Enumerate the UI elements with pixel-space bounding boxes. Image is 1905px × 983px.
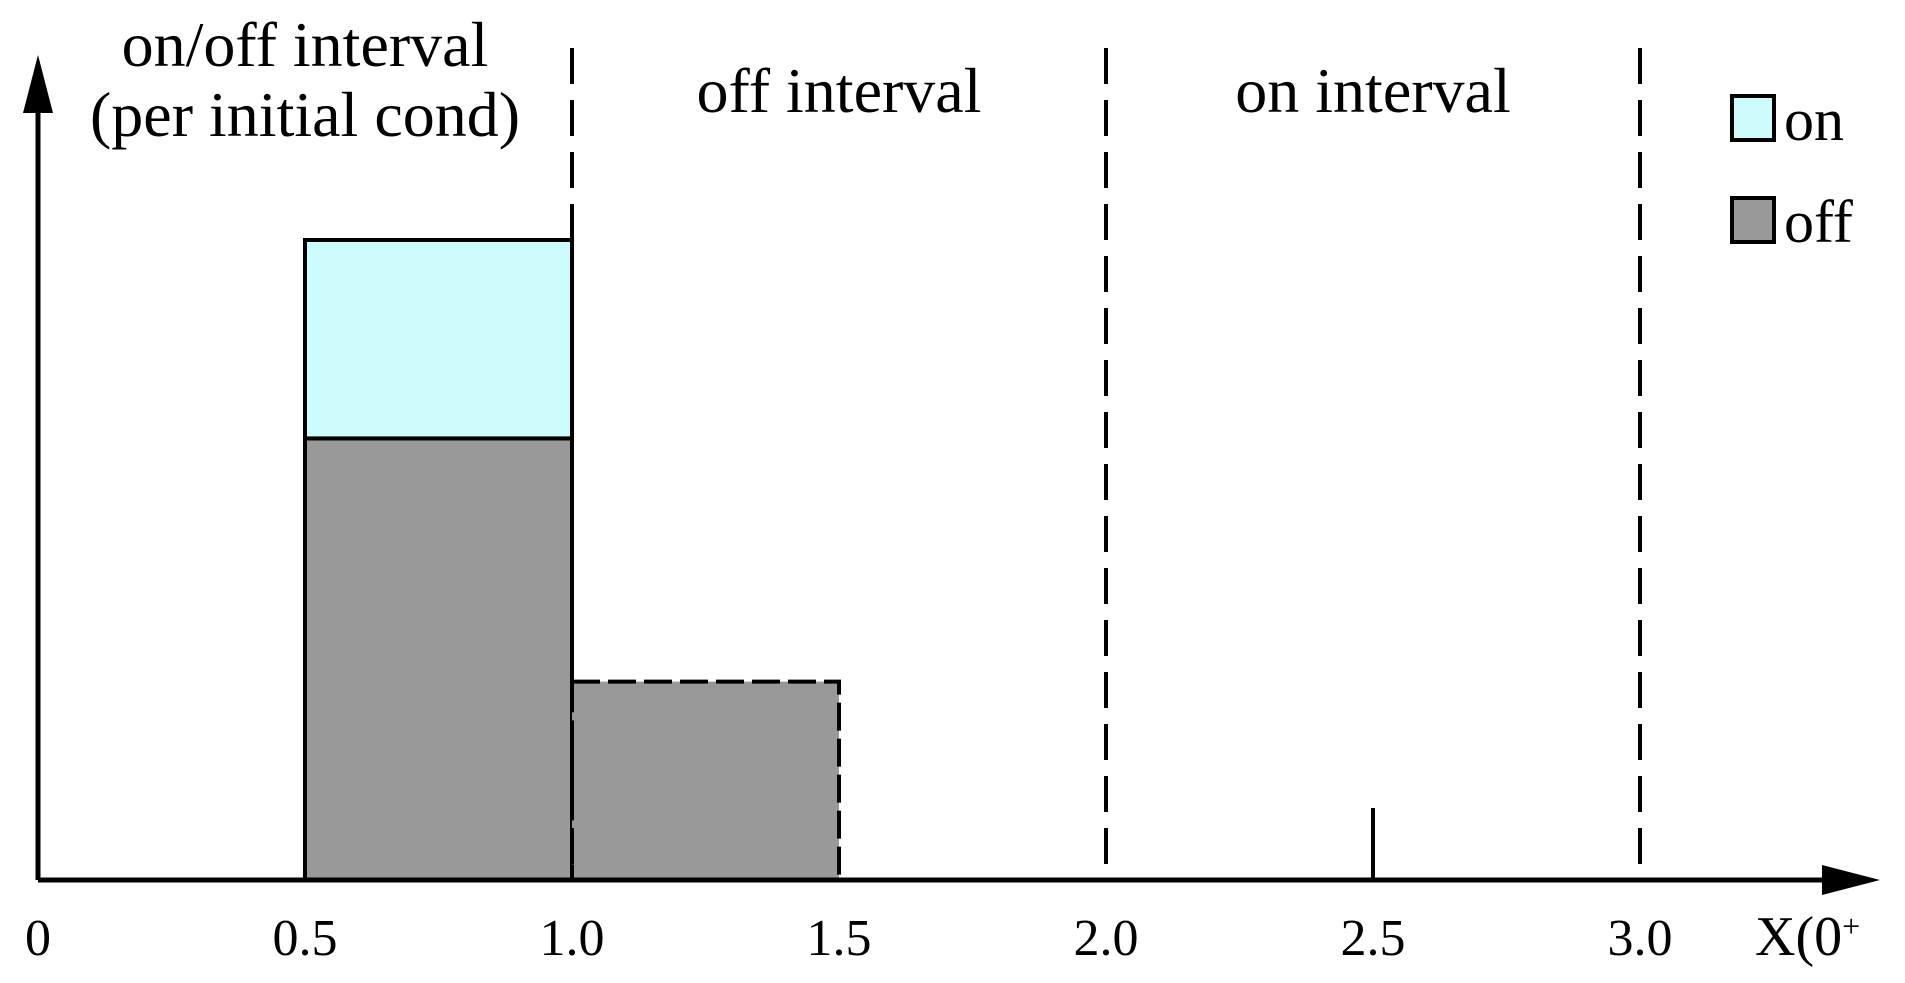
legend-label-off: off: [1784, 189, 1853, 255]
region-label-3: on interval: [1235, 55, 1510, 126]
x-tick-label: 2.5: [1341, 910, 1406, 967]
x-axis-arrow: [1822, 865, 1880, 895]
x-axis-label-superscript: +: [1842, 908, 1860, 944]
x-axis-label-main: X(0: [1755, 906, 1842, 968]
y-axis-arrow: [23, 55, 53, 113]
x-tick-label: 3.0: [1608, 910, 1673, 967]
legend-swatch-off: [1730, 196, 1776, 244]
x-tick-label: 0: [25, 910, 51, 967]
region-label-2: off interval: [697, 55, 982, 126]
legend-swatch-on: [1730, 94, 1776, 142]
x-axis-label: X(0+: [1755, 906, 1860, 968]
bar-on-1: [303, 238, 574, 441]
bar-off-1: [303, 436, 574, 882]
x-tick-label: 1.0: [540, 910, 605, 967]
bar-off-2: [570, 679, 841, 882]
legend-label-on: on: [1784, 87, 1844, 153]
region-label-1: on/off interval: [122, 9, 489, 80]
region-label-1: (per initial cond): [90, 79, 520, 150]
x-tick-label: 1.5: [807, 910, 872, 967]
x-tick-label: 2.0: [1074, 910, 1139, 967]
x-tick-label: 0.5: [273, 910, 338, 967]
